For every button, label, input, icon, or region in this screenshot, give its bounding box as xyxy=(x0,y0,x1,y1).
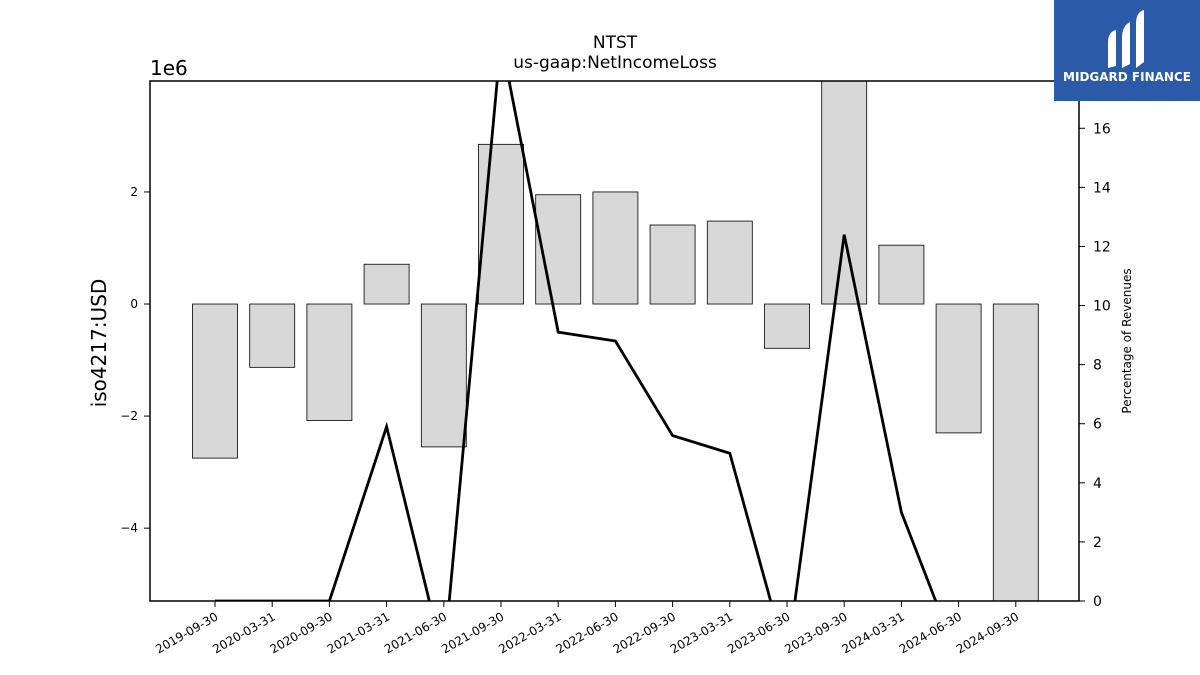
x-tick-label: 2022-06-30 xyxy=(553,609,620,656)
bar-2023-03-31 xyxy=(706,220,753,305)
bar-2021-03-31 xyxy=(363,263,410,305)
y-exponent-label: 1e6 xyxy=(150,56,188,80)
x-tick-label: 2024-09-30 xyxy=(954,609,1021,656)
bar-2022-09-30 xyxy=(649,224,696,305)
bar-2022-03-31 xyxy=(535,194,582,305)
bar-2023-06-30 xyxy=(764,303,810,349)
bar-2024-06-30 xyxy=(935,303,982,434)
x-tick-label: 2023-06-30 xyxy=(725,609,792,656)
y2-tick-label: 16 xyxy=(1093,121,1111,137)
chart-subtitle: us-gaap:NetIncomeLoss xyxy=(513,53,717,73)
bar-2020-03-31 xyxy=(249,303,296,368)
x-tick-label: 2023-09-30 xyxy=(782,609,849,656)
x-tick-label: 2022-09-30 xyxy=(611,609,678,656)
y2-tick-label: 4 xyxy=(1093,476,1102,492)
y2-tick-label: 0 xyxy=(1093,594,1102,610)
x-tick-label: 2023-03-31 xyxy=(668,609,735,656)
chart-title: NTST xyxy=(592,33,638,53)
x-tick-label: 2019-09-30 xyxy=(153,609,220,656)
y2-tick-label: 14 xyxy=(1093,180,1111,196)
x-tick-label: 2024-06-30 xyxy=(897,609,964,656)
x-tick-label: 2022-03-31 xyxy=(496,609,563,656)
bar-2020-09-30 xyxy=(306,303,353,421)
bar-2021-09-30 xyxy=(478,143,524,305)
plot-frame xyxy=(149,80,1080,602)
y-axis-label: iso4217:USD xyxy=(87,279,111,408)
y-tick-label: 0 xyxy=(130,297,138,311)
logo-mark-icon xyxy=(1108,10,1144,68)
x-tick-label: 2020-03-31 xyxy=(210,609,277,656)
y-tick-label: −4 xyxy=(120,521,138,535)
x-tick-label: 2020-09-30 xyxy=(267,609,334,656)
y-tick-label: 2 xyxy=(130,185,138,199)
x-tick-label: 2021-09-30 xyxy=(439,609,506,656)
bar-2019-09-30 xyxy=(192,303,238,459)
bar-2021-06-30 xyxy=(420,303,467,448)
percentage-line xyxy=(215,81,938,601)
y2-tick-label: 12 xyxy=(1093,239,1111,255)
y-tick-label: −2 xyxy=(120,409,138,423)
x-tick-label: 2021-03-31 xyxy=(325,609,392,656)
bar-2024-09-30 xyxy=(992,303,1039,602)
bar-2023-09-30 xyxy=(821,80,868,305)
y2-tick-label: 10 xyxy=(1093,299,1111,315)
x-tick-label: 2021-06-30 xyxy=(382,609,449,656)
y2-axis-label: Percentage of Revenues xyxy=(1120,268,1134,413)
y2-tick-label: 6 xyxy=(1093,417,1102,433)
x-tick-label: 2024-03-31 xyxy=(839,609,906,656)
bar-2022-06-30 xyxy=(592,191,639,305)
bar-2024-03-31 xyxy=(878,244,925,305)
logo-text: MIDGARD FINANCE xyxy=(1063,70,1191,84)
y2-tick-label: 2 xyxy=(1093,535,1102,551)
y2-tick-label: 8 xyxy=(1093,358,1102,374)
midgard-finance-logo: MIDGARD FINANCE xyxy=(1054,0,1200,101)
